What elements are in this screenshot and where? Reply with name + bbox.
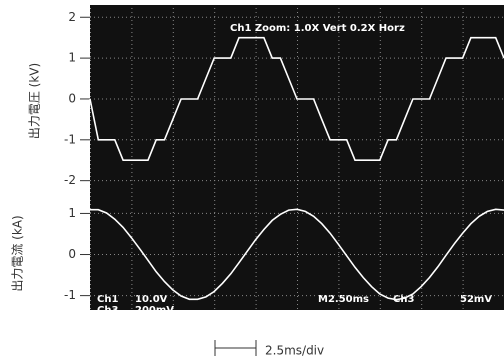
y-tick-label: -1 [64,132,76,146]
time-scale: 2.5ms/div [265,344,324,358]
y-tick-label: 1 [68,51,76,65]
y-tick-label: 1 [68,206,76,220]
vertical-grid [90,5,504,310]
y-tick-label: -1 [64,288,76,302]
screen-annotation: M2.50ms [318,294,369,305]
screen-annotation: 52mV [460,294,492,305]
screen-annotation: Ch1 [97,294,118,305]
y-tick-label: 0 [68,247,76,261]
y-axis-label: 出力電流 (kA) [11,215,25,291]
screen-annotation: Ch3 [97,305,118,316]
screen-annotation: Ch1 Zoom: 1.0X Vert 0.2X Horz [230,23,405,34]
y-tick-label: 0 [68,91,76,105]
oscilloscope-chart: 2.5ms/div 出力電圧 (kV) -2 -1 0 1 2 Ch1 Zoom: 1.0X… [0,0,504,363]
y-tick-label: 2 [68,10,76,24]
y-tick-label: -2 [64,173,76,187]
y-axis-label: 出力電圧 (kV) [28,63,42,139]
screen-annotation: 200mV [135,305,174,316]
